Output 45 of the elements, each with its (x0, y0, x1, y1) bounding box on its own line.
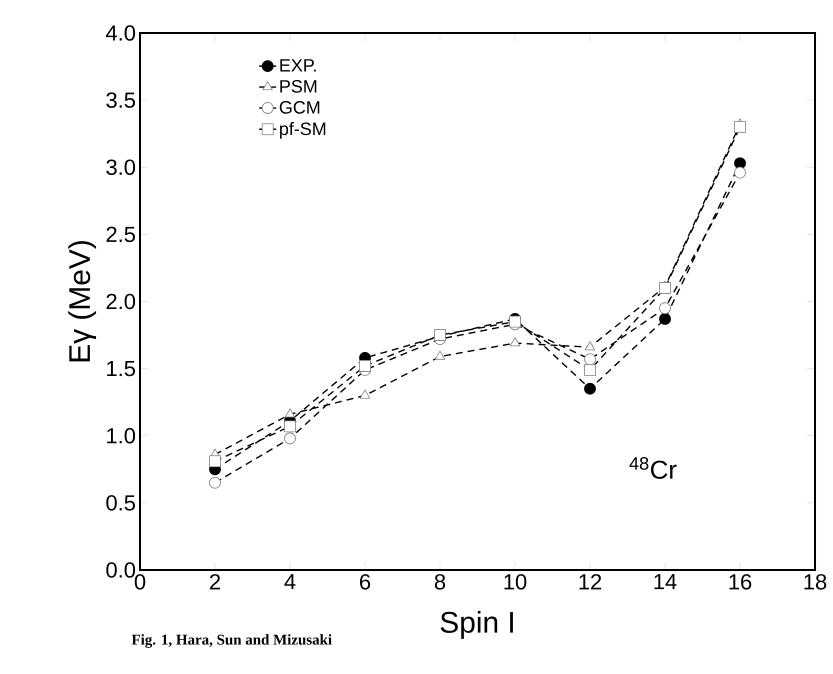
y-tick-label: 1.5 (107, 360, 136, 376)
point (659, 302, 671, 314)
point (584, 364, 596, 376)
point (209, 455, 221, 468)
y-axis-title: Eγ (MeV) (68, 241, 96, 362)
y-tick-label: 1.0 (107, 428, 136, 444)
x-tick-label: 12 (579, 574, 602, 590)
legend-label: PSM (280, 80, 316, 93)
y-tick-label: 0.0 (106, 562, 136, 578)
y-tick-label: 2.5 (106, 226, 136, 242)
y-tick-label: 0.5 (106, 495, 136, 511)
x-tick-label: 18 (804, 574, 826, 590)
y-tick-label: 2.0 (106, 294, 136, 310)
point (659, 282, 671, 294)
point (734, 166, 746, 179)
x-tick-label: 6 (360, 574, 370, 590)
y-tick-label: 3.5 (106, 92, 136, 108)
legend-label: GCM (280, 101, 320, 114)
text: Fig. 1, Hara, Sun and Mizusaki (132, 634, 332, 648)
x-tick-label: 0 (134, 574, 146, 590)
legend-label: EXP. (280, 59, 316, 72)
point (360, 390, 370, 399)
x-tick-label: 4 (284, 574, 296, 590)
point (284, 408, 296, 418)
y-tick-label: 4.0 (106, 25, 136, 41)
point (510, 337, 520, 346)
x-tick-label: 10 (504, 574, 526, 590)
y-tick-label: 3.0 (106, 159, 136, 176)
point (284, 420, 296, 432)
point (359, 360, 371, 372)
legend-label: pf-SM (280, 122, 326, 139)
point (584, 341, 596, 350)
annotation: $^{48}$Cr (629, 457, 677, 479)
point (434, 350, 446, 360)
point (509, 316, 521, 328)
point (284, 432, 296, 444)
x-tick-label: 8 (434, 574, 446, 590)
x-tick-label: 14 (654, 574, 677, 590)
x-tick-label: 2 (210, 574, 220, 590)
point (734, 121, 746, 133)
x-axis-title: Spin I (440, 610, 513, 639)
x-tick-label: 16 (729, 574, 752, 590)
point (659, 313, 671, 325)
point (584, 382, 596, 395)
point (734, 157, 746, 170)
